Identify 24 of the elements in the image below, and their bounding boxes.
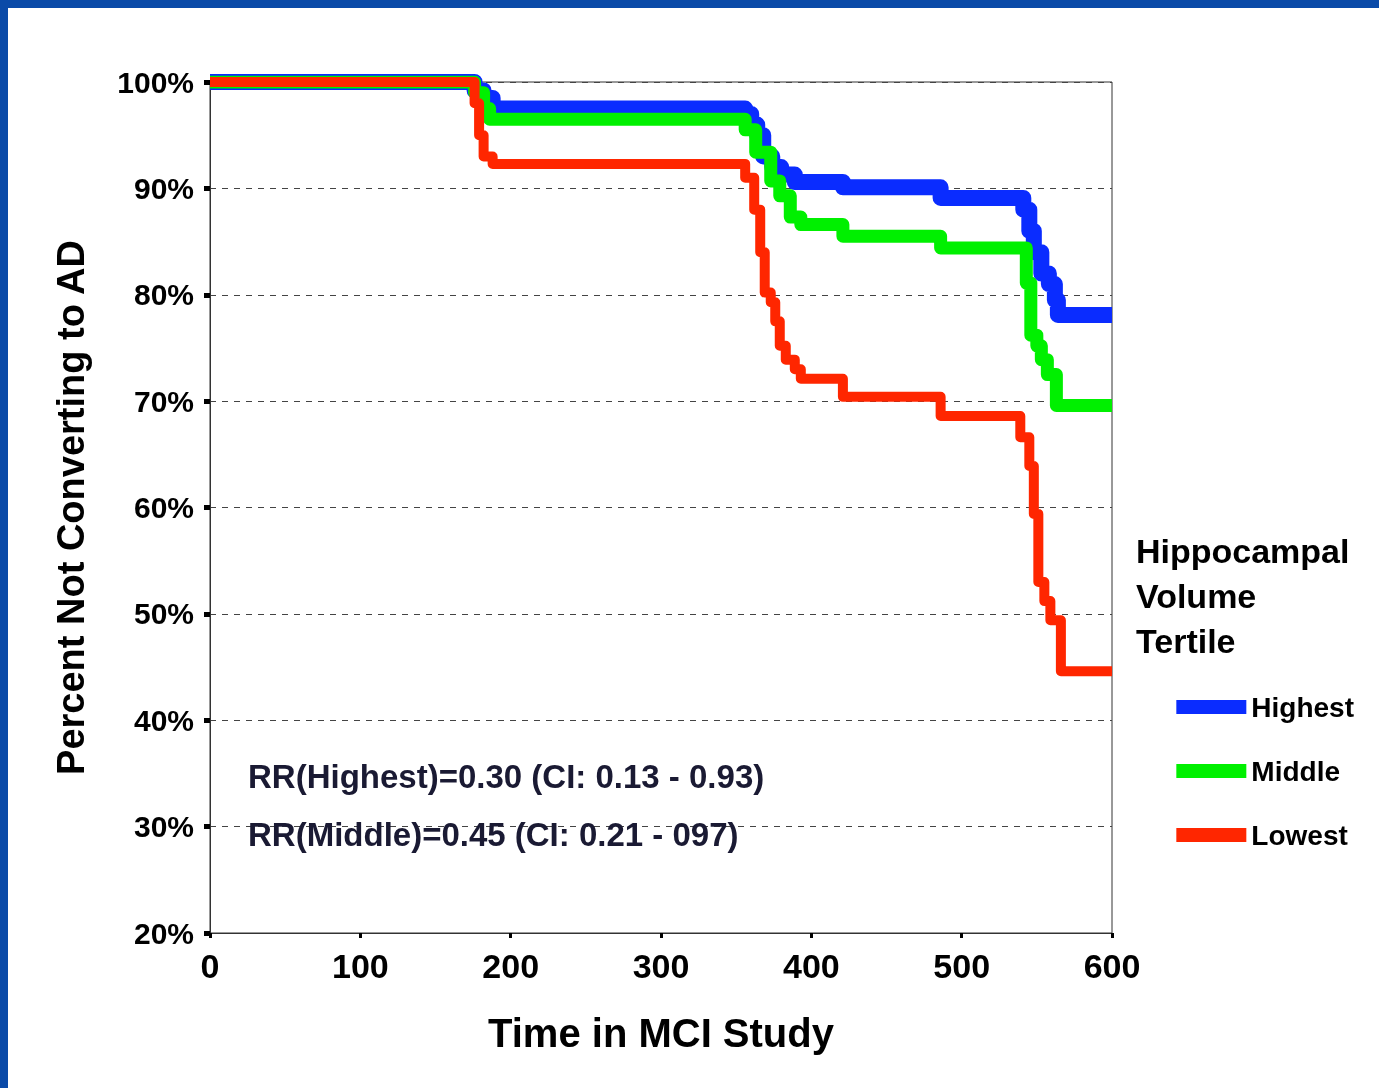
annotation: RR(Middle)=0.45 (CI: 0.21 - 097) xyxy=(248,816,739,853)
y-tick-label: 20% xyxy=(133,916,194,950)
y-tick-label: 50% xyxy=(133,597,194,631)
y-tick-label: 30% xyxy=(133,810,194,844)
x-axis-title: Time in MCI Study xyxy=(488,1011,835,1055)
x-tick-label: 600 xyxy=(1083,947,1141,985)
x-tick-label: 500 xyxy=(933,947,991,985)
legend-title: Hippocampal Volume Tertile xyxy=(1136,531,1350,660)
annotation: RR(Highest)=0.30 (CI: 0.13 - 0.93) xyxy=(248,758,765,795)
legend-label: Lowest xyxy=(1251,819,1348,851)
legend-label: Highest xyxy=(1251,691,1355,723)
x-tick-label: 100 xyxy=(331,947,389,985)
x-tick-label: 200 xyxy=(482,947,540,985)
x-tick-label: 300 xyxy=(632,947,690,985)
x-tick-label: 400 xyxy=(782,947,840,985)
y-tick-label: 70% xyxy=(133,384,194,418)
y-tick-label: 60% xyxy=(133,491,194,524)
y-axis-title: Percent Not Converting to AD xyxy=(50,240,92,775)
y-tick-label: 100% xyxy=(117,65,194,99)
x-tick-label: 0 xyxy=(200,947,220,985)
y-tick-label: 40% xyxy=(133,703,194,737)
y-tick-label: 80% xyxy=(133,278,194,312)
legend-label: Middle xyxy=(1251,755,1340,787)
y-tick-label: 90% xyxy=(133,171,194,205)
